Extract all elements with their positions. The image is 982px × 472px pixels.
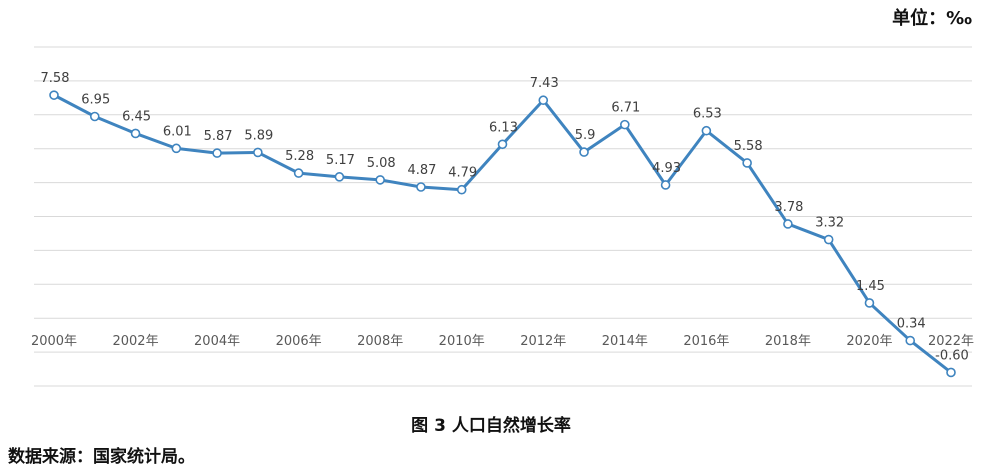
x-tick-label: 2010年 — [439, 334, 485, 349]
data-point — [660, 180, 671, 190]
data-label: 7.43 — [530, 76, 559, 91]
data-label: 1.45 — [856, 279, 885, 294]
figure-caption: 图 3 人口自然增长率 — [411, 416, 571, 436]
data-label: 5.89 — [244, 128, 273, 143]
x-tick-label: 2018年 — [765, 334, 811, 349]
data-point — [497, 139, 508, 150]
data-point — [130, 128, 141, 139]
data-label: 6.95 — [81, 92, 110, 107]
data-point — [783, 219, 793, 229]
gridlines — [34, 46, 972, 387]
data-point — [89, 111, 100, 122]
data-point — [864, 298, 875, 308]
data-label: 6.45 — [122, 109, 151, 124]
data-label: 5.17 — [326, 153, 355, 168]
data-point — [49, 90, 59, 100]
data-source-note: 数据来源：国家统计局。 — [8, 447, 195, 467]
data-point — [701, 125, 712, 136]
data-point — [823, 234, 834, 245]
data-point — [293, 168, 304, 178]
data-label: 4.87 — [407, 163, 436, 178]
data-label: 5.58 — [734, 139, 763, 154]
data-point — [538, 95, 549, 106]
data-label: 6.13 — [489, 120, 518, 135]
data-point — [416, 182, 426, 192]
data-point — [946, 367, 956, 378]
x-tick-label: 2004年 — [194, 334, 240, 349]
x-tick-label: 2020年 — [846, 334, 892, 349]
data-label: 4.79 — [448, 166, 477, 181]
data-label: 5.9 — [575, 128, 596, 143]
data-label: 5.08 — [367, 156, 396, 171]
data-point — [334, 172, 345, 182]
data-label: 5.87 — [204, 129, 233, 144]
data-label: 3.78 — [774, 200, 803, 215]
data-labels: 7.58 6.95 6.45 6.01 5.87 5.89 5.28 5.17 5.08 4.87… — [41, 71, 969, 363]
data-label: 4.93 — [652, 161, 681, 176]
data-point — [579, 147, 589, 157]
data-label: 6.01 — [163, 124, 192, 139]
x-tick-label: 2014年 — [602, 334, 648, 349]
data-point — [253, 147, 263, 158]
data-label: 6.71 — [611, 101, 640, 116]
x-tick-label: 2008年 — [357, 334, 403, 349]
data-point — [742, 158, 752, 168]
data-point — [905, 335, 916, 346]
x-tick-label: 2006年 — [276, 334, 322, 349]
line-chart: 2000年 2002年 2004年 2006年 2008年 2010年 2012年 2014年… — [31, 46, 974, 387]
data-label: -0.60 — [935, 348, 969, 363]
x-tick-label: 2022年 — [928, 334, 974, 349]
unit-label: 单位：‰ — [892, 8, 972, 29]
data-point — [456, 184, 467, 195]
data-point — [212, 148, 222, 158]
data-point — [171, 143, 182, 154]
x-tick-label: 2016年 — [683, 334, 729, 349]
x-tick-label: 2012年 — [520, 334, 566, 349]
x-tick-label: 2002年 — [112, 334, 158, 349]
data-point — [375, 175, 385, 185]
x-axis-ticks: 2000年 2002年 2004年 2006年 2008年 2010年 2012年 2014年… — [31, 334, 974, 349]
data-label: 3.32 — [815, 216, 844, 231]
x-tick-label: 2000年 — [31, 334, 77, 349]
data-label: 0.34 — [897, 317, 926, 332]
data-label: 5.28 — [285, 149, 314, 164]
data-label: 6.53 — [693, 107, 722, 122]
data-label: 7.58 — [41, 71, 70, 86]
data-points — [49, 90, 956, 378]
data-point — [620, 119, 630, 130]
